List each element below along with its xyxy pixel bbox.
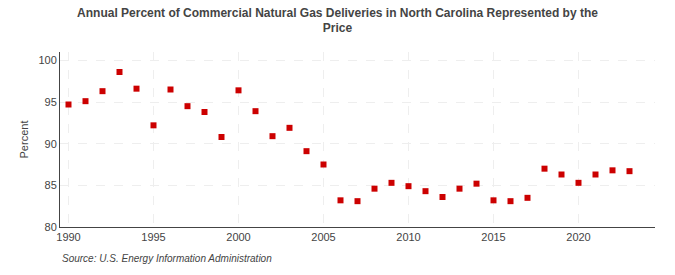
svg-text:1990: 1990 bbox=[56, 231, 80, 243]
svg-text:100: 100 bbox=[38, 54, 56, 66]
svg-text:80: 80 bbox=[45, 221, 57, 233]
svg-text:2010: 2010 bbox=[396, 231, 420, 243]
svg-text:95: 95 bbox=[45, 96, 57, 108]
svg-text:2000: 2000 bbox=[226, 231, 250, 243]
svg-text:Annual Percent of Commercial N: Annual Percent of Commercial Natural Gas… bbox=[77, 6, 598, 36]
svg-text:Percent: Percent bbox=[18, 121, 30, 159]
svg-text:Source: U.S. Energy Informatio: Source: U.S. Energy Information Administ… bbox=[62, 253, 272, 264]
svg-text:2015: 2015 bbox=[481, 231, 505, 243]
svg-text:1995: 1995 bbox=[141, 231, 165, 243]
svg-text:2020: 2020 bbox=[566, 231, 590, 243]
svg-text:85: 85 bbox=[45, 179, 57, 191]
svg-text:90: 90 bbox=[45, 138, 57, 150]
svg-text:2005: 2005 bbox=[311, 231, 335, 243]
